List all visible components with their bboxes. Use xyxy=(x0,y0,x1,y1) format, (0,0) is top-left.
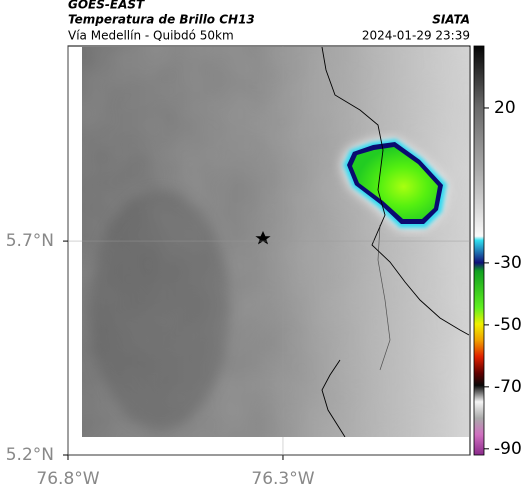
x-tick-label: 76.8°W xyxy=(36,469,99,489)
satellite: GOES-EAST xyxy=(68,0,145,12)
colorbar-tick-label: 20 xyxy=(494,98,516,118)
colorbar-tick-label: -90 xyxy=(494,439,522,459)
colorbar-tick-label: -30 xyxy=(494,253,522,273)
source: SIATA xyxy=(432,13,470,27)
colorbar-tick-label: -70 xyxy=(494,377,522,397)
x-tick-label: 76.3°W xyxy=(251,469,314,489)
satellite-image xyxy=(82,47,469,437)
colorbar-tick-label: -50 xyxy=(494,315,522,335)
y-tick-label: 5.2°N xyxy=(6,445,54,465)
region: Vía Medellín - Quibdó 50km xyxy=(68,29,234,43)
product: Temperatura de Brillo CH13 xyxy=(68,13,255,27)
colorbar xyxy=(473,45,485,456)
timestamp: 2024-01-29 23:39 xyxy=(362,29,470,43)
y-tick-label: 5.7°N xyxy=(6,231,54,251)
